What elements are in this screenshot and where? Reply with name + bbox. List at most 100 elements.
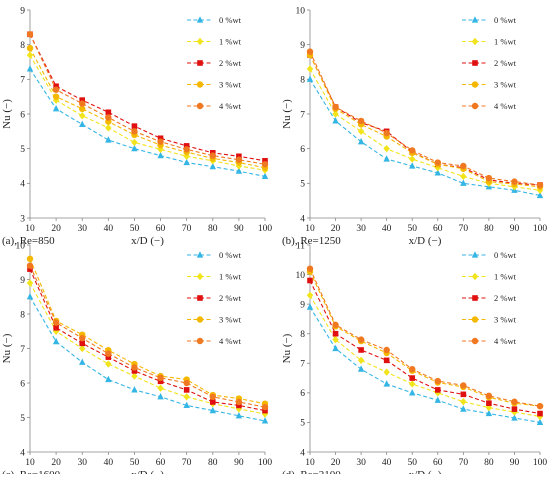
legend-marker: [196, 81, 204, 88]
series-line-0: [309, 79, 541, 197]
data-point: [52, 319, 60, 326]
data-point: [537, 410, 543, 417]
legend-marker: [471, 337, 479, 345]
legend-label: 2 %wt: [219, 58, 242, 68]
x-tick-label: 60: [156, 224, 166, 234]
data-point: [26, 292, 34, 300]
data-point: [434, 377, 441, 385]
data-point: [306, 303, 314, 310]
data-point: [209, 406, 216, 414]
data-point: [261, 172, 269, 179]
legend-marker: [471, 102, 479, 110]
legend-marker: [472, 60, 478, 66]
legend-marker: [471, 81, 479, 88]
legend-label: 3 %wt: [219, 315, 242, 325]
data-point: [131, 138, 138, 147]
data-point: [358, 347, 364, 353]
data-point: [236, 153, 242, 160]
x-tick-label: 50: [407, 224, 417, 234]
legend-label: 2 %wt: [494, 293, 517, 303]
legend-marker: [471, 316, 479, 323]
data-point: [26, 262, 34, 269]
data-point: [261, 403, 269, 411]
series-line-1: [309, 294, 541, 418]
data-point: [485, 409, 493, 417]
chart-panel-1: 4 5 6 7 8 9 10 10 20 30 40 50 60 70 80 90 100 x/D (−) Nu (…: [281, 6, 547, 247]
legend-label: 3 %wt: [494, 80, 517, 90]
data-point: [460, 162, 467, 170]
x-tick-label: 70: [182, 458, 192, 468]
data-point: [486, 400, 492, 407]
data-point: [383, 144, 390, 153]
data-point: [79, 340, 86, 347]
data-point: [26, 65, 34, 72]
legend-label: 4 %wt: [219, 336, 242, 346]
data-point: [79, 120, 86, 127]
data-point: [157, 393, 164, 400]
data-point: [409, 366, 416, 373]
series-line-3: [29, 47, 266, 169]
data-point: [183, 143, 190, 149]
x-tick-label: 60: [433, 224, 443, 234]
x-axis-label: x/D (−): [409, 235, 442, 247]
x-tick-label: 80: [208, 224, 218, 234]
data-point: [235, 411, 243, 419]
data-point: [332, 321, 339, 329]
series-line-3: [309, 271, 541, 407]
data-point: [460, 405, 467, 412]
series-line-2: [309, 54, 541, 186]
data-point: [157, 135, 164, 142]
data-point: [52, 327, 60, 335]
series-line-2: [309, 280, 541, 415]
x-tick-label: 10: [305, 458, 315, 468]
data-point: [357, 127, 365, 136]
data-point: [131, 368, 138, 374]
data-point: [306, 48, 314, 55]
x-tick-label: 90: [510, 224, 520, 234]
y-tick-label: 5: [300, 180, 305, 190]
data-point: [332, 335, 339, 344]
y-tick-label: 4: [300, 448, 305, 458]
data-point: [383, 155, 390, 162]
data-point: [183, 387, 190, 393]
series-line-0: [29, 296, 266, 422]
data-point: [307, 277, 313, 284]
data-point: [511, 406, 518, 412]
data-point: [236, 402, 242, 409]
y-tick-label: 10: [16, 241, 26, 251]
y-tick-label: 7: [300, 360, 305, 370]
data-point: [131, 372, 138, 380]
data-point: [209, 399, 216, 405]
data-point: [235, 398, 243, 406]
legend-marker: [196, 337, 204, 345]
legend-label: 0 %wt: [494, 250, 517, 260]
data-point: [105, 136, 112, 143]
data-point: [332, 110, 339, 118]
panel-caption: (b), Re=1250: [282, 235, 341, 247]
series-line-4: [29, 265, 266, 408]
data-point: [460, 398, 467, 406]
data-point: [53, 325, 59, 331]
data-point: [183, 158, 190, 166]
legend-marker: [196, 272, 204, 281]
x-tick-label: 40: [382, 458, 392, 468]
legend-marker: [196, 16, 204, 23]
x-tick-label: 90: [234, 224, 244, 234]
y-tick-label: 10: [296, 271, 306, 281]
y-tick-label: 7: [20, 76, 25, 86]
y-axis-label: Nu (−): [281, 333, 293, 363]
legend-label: 3 %wt: [494, 315, 517, 325]
data-point: [53, 83, 59, 90]
data-point: [306, 265, 314, 272]
legend-marker: [196, 251, 204, 258]
data-point: [511, 414, 518, 421]
x-tick-label: 30: [77, 224, 87, 234]
data-point: [357, 117, 365, 125]
data-point: [209, 393, 216, 400]
data-point: [157, 374, 164, 382]
y-tick-label: 7: [20, 345, 25, 355]
x-tick-label: 80: [208, 458, 218, 468]
data-point: [105, 360, 112, 368]
